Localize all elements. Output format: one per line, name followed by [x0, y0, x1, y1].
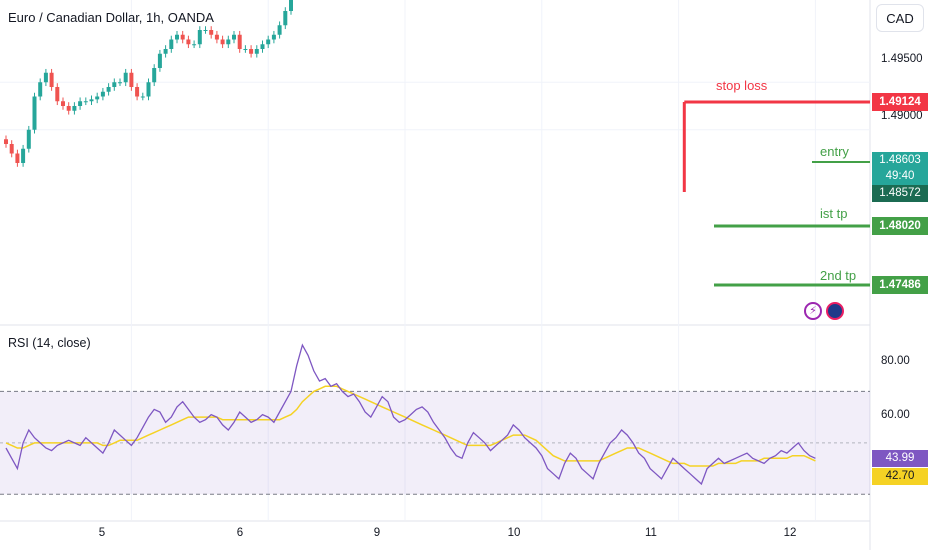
candle [83, 101, 88, 103]
candle [4, 139, 8, 144]
candle [15, 153, 20, 163]
candle [123, 72, 128, 83]
time-tick: 5 [98, 527, 106, 539]
candle [140, 96, 145, 98]
candle [180, 34, 185, 40]
candle [232, 34, 236, 40]
time-tick: 6 [236, 527, 244, 539]
tp1-label: ist tp [820, 206, 848, 221]
chart-title: Euro / Canadian Dollar, 1h, OANDA [8, 10, 214, 25]
rsi-tick: 60.00 [881, 409, 910, 421]
candle [61, 101, 65, 106]
candle [66, 106, 71, 111]
candle [254, 49, 259, 54]
candle [78, 101, 83, 106]
tp2-price-tag: 1.47486 [872, 276, 928, 294]
candle [237, 34, 242, 49]
candle [9, 144, 14, 154]
candle [197, 30, 202, 45]
rsi-value-tag: 43.99 [872, 450, 928, 467]
rsi-line [5, 343, 816, 486]
tp1-price-tag: 1.48020 [872, 217, 928, 235]
time-tick: 11 [645, 527, 657, 539]
stop-loss-price-tag: 1.49124 [872, 93, 928, 111]
candle [277, 25, 282, 35]
price-tick: 1.49500 [881, 53, 923, 65]
time-tick: 9 [373, 527, 381, 539]
candle [271, 34, 276, 40]
candle [72, 106, 77, 111]
candle [38, 82, 43, 97]
rsi-ma-value-tag: 42.70 [872, 468, 928, 485]
candle [112, 82, 117, 87]
candle [129, 72, 134, 87]
candle [118, 82, 122, 84]
candle [214, 34, 219, 40]
rsi-title: RSI (14, close) [8, 336, 91, 350]
candle [21, 148, 26, 163]
eu-flag-icon[interactable] [826, 302, 844, 320]
time-tick: 12 [783, 527, 797, 539]
candle [106, 87, 111, 92]
countdown-tag: 49:40 [872, 168, 928, 185]
candle [209, 30, 214, 35]
candle [95, 96, 100, 100]
candle [32, 96, 37, 130]
candle [169, 39, 174, 49]
rsi-tick: 80.00 [881, 355, 910, 367]
entry-price-tag: 1.48572 [872, 185, 928, 202]
candle [152, 68, 157, 83]
lightning-icon[interactable]: ⚡ [804, 302, 822, 320]
candle [175, 34, 179, 40]
candle [146, 82, 151, 97]
candle [226, 39, 231, 45]
candle [49, 72, 54, 87]
candle [289, 0, 293, 11]
candle [135, 87, 140, 97]
currency-selector[interactable]: CAD [876, 4, 924, 32]
candle [89, 99, 94, 102]
candle [186, 39, 191, 45]
candle [163, 49, 168, 54]
candle [203, 30, 208, 31]
candle [55, 87, 60, 102]
candle [260, 44, 265, 49]
candle [100, 91, 105, 97]
candle [192, 44, 197, 46]
candle [266, 39, 271, 45]
candle [43, 72, 48, 83]
last-price-tag: 1.48603 [872, 152, 928, 169]
rsi-ma-line [5, 385, 816, 467]
candle [249, 49, 254, 54]
entry-label: entry [820, 144, 849, 159]
price-tick: 1.49000 [881, 110, 923, 122]
time-tick: 10 [507, 527, 521, 539]
candle [26, 129, 31, 149]
tp2-label: 2nd tp [820, 268, 857, 283]
candle [220, 39, 225, 45]
candle [157, 53, 162, 68]
candle [243, 49, 248, 50]
candle [283, 11, 288, 26]
stop-loss-label: stop loss [716, 78, 768, 93]
